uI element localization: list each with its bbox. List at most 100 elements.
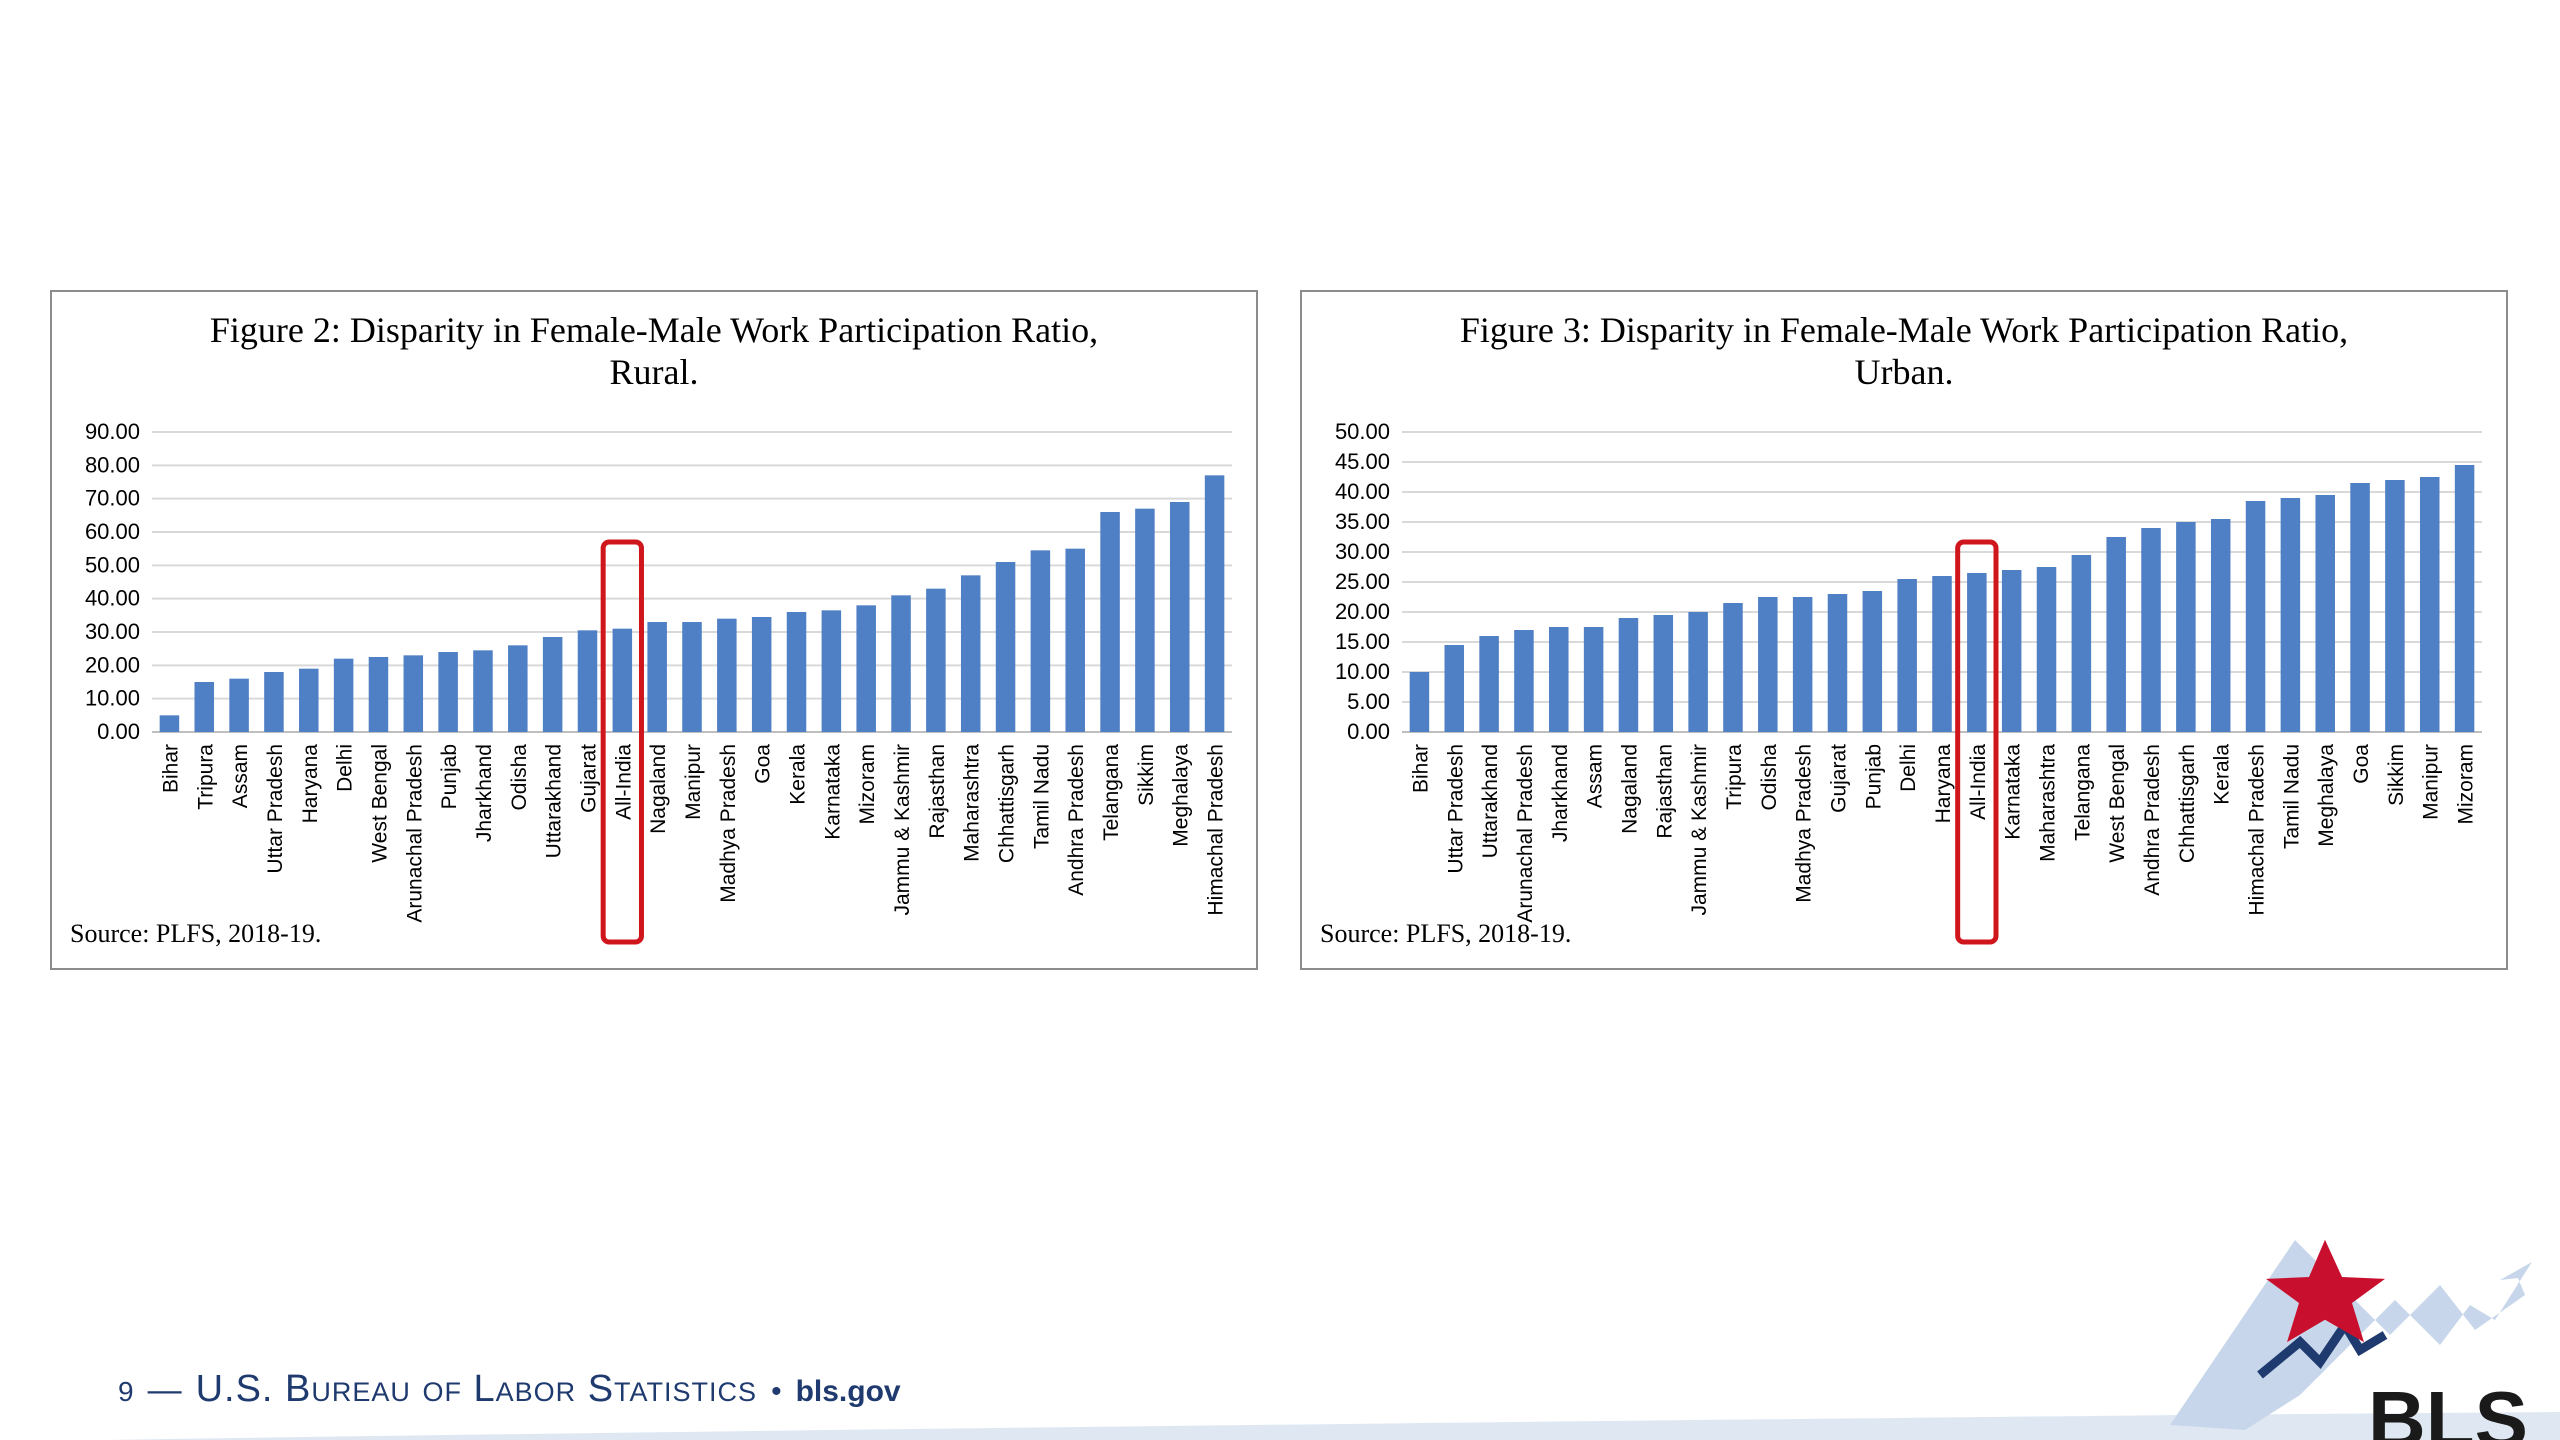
category-label: Tamil Nadu: [2280, 744, 2303, 849]
category-label: All-India: [612, 744, 635, 820]
y-tick-label: 0.00: [1347, 719, 1390, 744]
bar: [1514, 630, 1534, 732]
category-label: Meghalaya: [2315, 744, 2338, 847]
category-label: Uttarakhand: [543, 744, 566, 858]
bar: [264, 672, 284, 732]
bar: [438, 652, 458, 732]
y-tick-label: 5.00: [1347, 689, 1390, 714]
bar: [1618, 618, 1639, 732]
bar: [751, 617, 772, 732]
bar: [1827, 594, 1848, 732]
chart-source: Source: PLFS, 2018-19.: [1320, 919, 1571, 948]
bar: [2001, 570, 2022, 732]
bar: [856, 605, 876, 732]
category-label: Tripura: [1723, 744, 1746, 810]
category-label: Karnataka: [821, 744, 844, 840]
category-label: Madhya Pradesh: [717, 744, 740, 903]
category-label: Andhra Pradesh: [1065, 744, 1088, 896]
chart-subtitle: Rural.: [610, 352, 699, 392]
bar: [891, 595, 911, 732]
y-tick-label: 15.00: [1335, 629, 1390, 654]
footer: 9 — U.S. Bureau of Labor Statistics • bl…: [118, 1368, 901, 1418]
category-label: Rajasthan: [926, 744, 949, 839]
bar: [2385, 480, 2405, 732]
category-label: Bihar: [1409, 744, 1432, 793]
bar: [1065, 548, 1085, 732]
bar: [1583, 627, 1604, 732]
category-label: Arunachal Pradesh: [1514, 744, 1537, 923]
category-label: Jammu & Kashmir: [891, 744, 914, 916]
category-label: Uttar Pradesh: [1444, 744, 1467, 874]
bar: [299, 668, 319, 732]
category-label: Assam: [229, 744, 252, 808]
category-label: Jharkhand: [473, 744, 496, 842]
y-tick-label: 40.00: [85, 586, 140, 611]
urban-chart: Figure 3: Disparity in Female-Male Work …: [1320, 310, 2482, 948]
y-tick-label: 10.00: [85, 686, 140, 711]
bar: [1688, 612, 1708, 732]
category-label: Uttar Pradesh: [264, 744, 287, 874]
category-label: Kerala: [2211, 744, 2234, 805]
bar: [159, 715, 180, 732]
category-label: Andhra Pradesh: [2141, 744, 2164, 896]
bar: [717, 618, 737, 732]
chart-title: Figure 2: Disparity in Female-Male Work …: [210, 310, 1098, 350]
category-label: West Bengal: [368, 744, 391, 863]
category-label: Odisha: [508, 744, 531, 811]
chart-subtitle: Urban.: [1855, 352, 1954, 392]
agency-name: U.S. Bureau of Labor Statistics: [195, 1368, 758, 1410]
category-label: Nagaland: [647, 744, 670, 834]
category-label: Himachal Pradesh: [2246, 744, 2269, 916]
bar: [473, 650, 493, 732]
category-label: Punjab: [438, 744, 461, 809]
y-tick-label: 30.00: [85, 619, 140, 644]
category-label: Sikkim: [1135, 744, 1158, 806]
category-label: Telangana: [2071, 744, 2094, 841]
category-label: Punjab: [1862, 744, 1885, 809]
y-tick-label: 50.00: [85, 552, 140, 577]
bar: [403, 655, 424, 732]
bar: [1792, 597, 1813, 732]
y-tick-label: 10.00: [1335, 659, 1390, 684]
category-label: Maharashtra: [961, 744, 984, 862]
footer-bullet: •: [771, 1375, 782, 1408]
category-label: Mizoram: [856, 744, 879, 825]
bar: [786, 612, 807, 732]
bar: [2280, 498, 2301, 732]
category-label: Goa: [752, 744, 775, 784]
category-label: Assam: [1584, 744, 1607, 808]
highlight-box: [600, 539, 644, 945]
bar: [612, 628, 633, 732]
category-label: Kerala: [787, 744, 810, 805]
category-label: Manipur: [2420, 744, 2443, 820]
category-label: Goa: [2350, 744, 2373, 784]
y-tick-label: 60.00: [85, 519, 140, 544]
highlight-box: [1955, 539, 1999, 945]
category-label: Delhi: [1897, 744, 1920, 792]
category-label: Himachal Pradesh: [1205, 744, 1228, 916]
bar: [542, 637, 563, 732]
category-label: Maharashtra: [2037, 744, 2060, 862]
bar: [1967, 573, 1987, 732]
category-label: Gujarat: [577, 744, 600, 813]
bar: [508, 645, 528, 732]
category-label: All-India: [1967, 744, 1990, 820]
footer-dash: —: [147, 1371, 182, 1409]
y-tick-label: 70.00: [85, 486, 140, 511]
y-tick-label: 80.00: [85, 452, 140, 477]
category-label: Nagaland: [1618, 744, 1641, 834]
y-tick-label: 30.00: [1335, 539, 1390, 564]
rural-chart: Figure 2: Disparity in Female-Male Work …: [70, 310, 1232, 948]
bar: [1444, 645, 1465, 732]
bar: [1135, 508, 1155, 732]
bar: [995, 562, 1016, 732]
page-number: 9: [118, 1376, 134, 1407]
bar: [2106, 537, 2126, 732]
bar: [1653, 615, 1674, 732]
site-link[interactable]: bls.gov: [795, 1375, 901, 1408]
logo-line-icon: [2257, 1316, 2388, 1379]
bar: [2071, 555, 2092, 732]
bar: [2176, 522, 2196, 732]
chart-title: Figure 3: Disparity in Female-Male Work …: [1460, 310, 2348, 350]
bar: [229, 678, 249, 732]
